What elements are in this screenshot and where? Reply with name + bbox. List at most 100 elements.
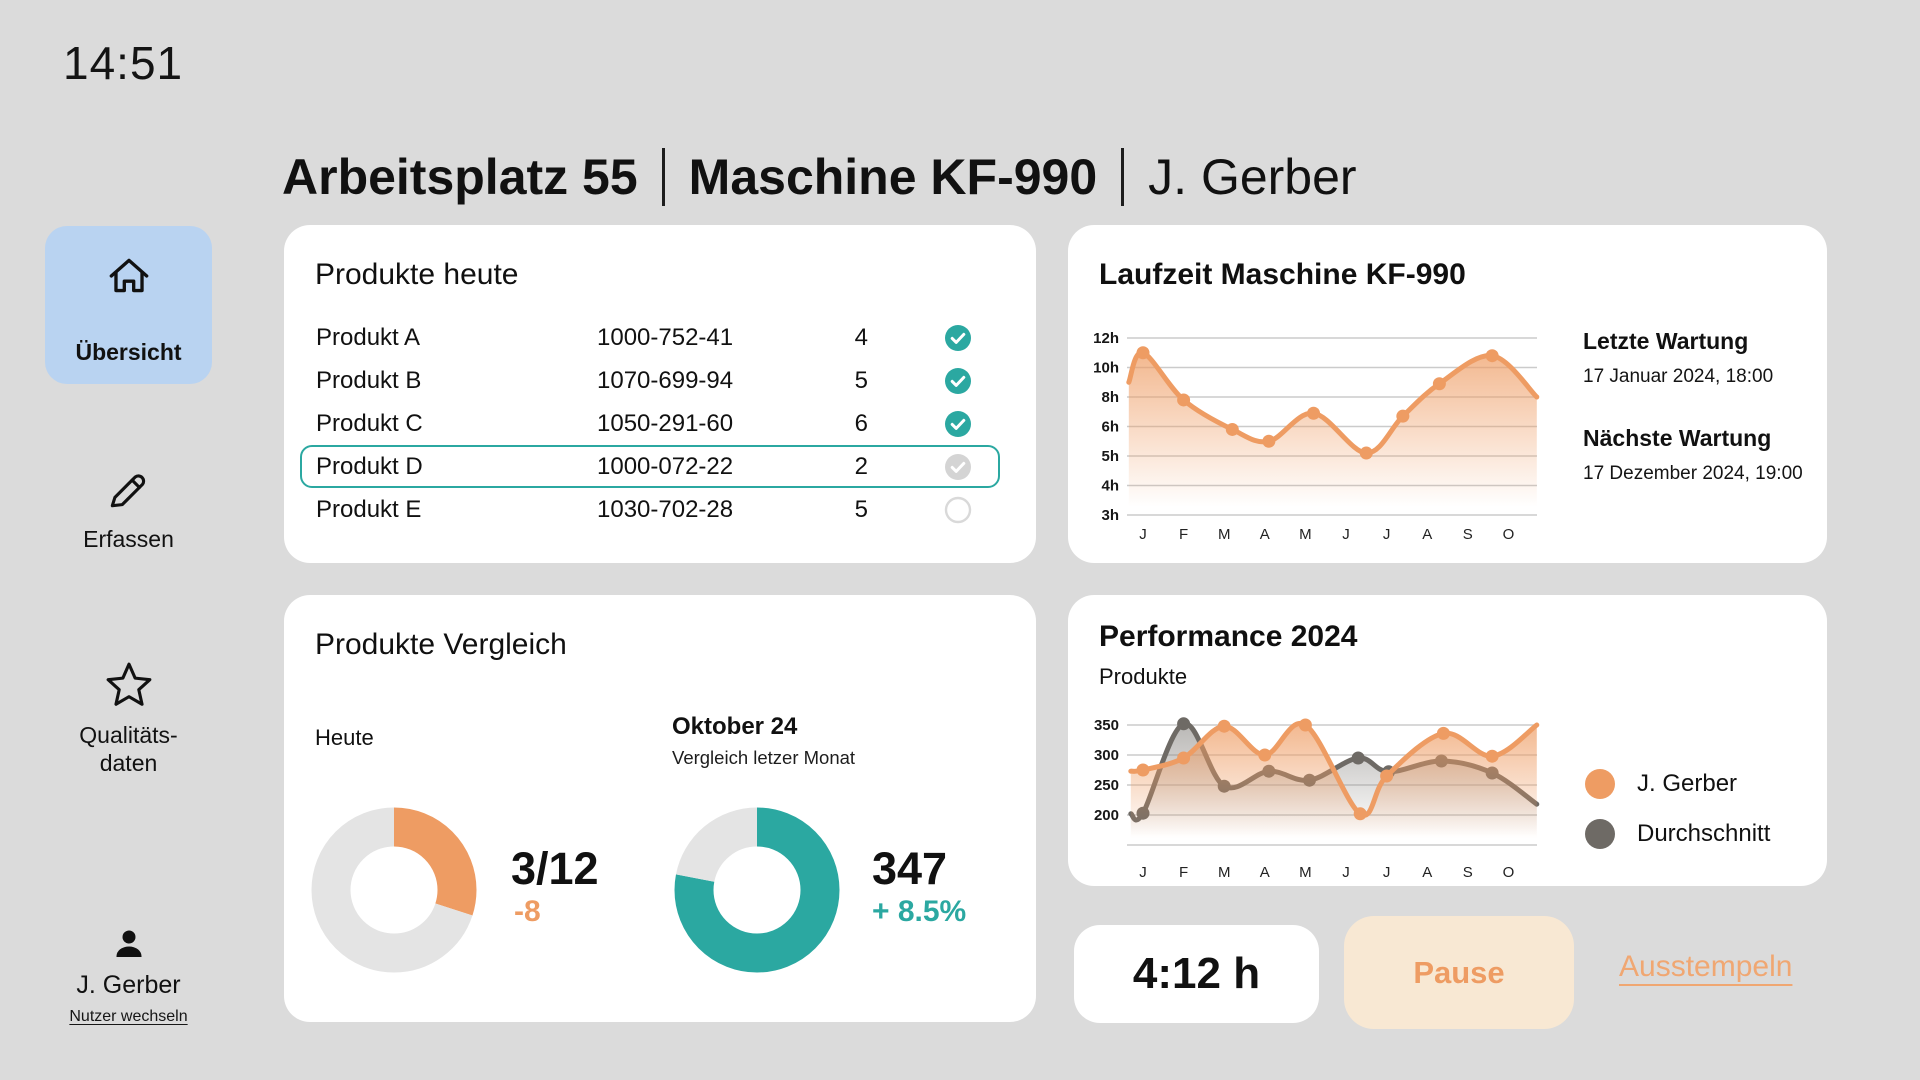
circle <box>944 496 972 523</box>
workstation-title: Arbeitsplatz 55 <box>282 149 638 205</box>
series-area <box>1130 723 1537 845</box>
y-tick-label: 10h <box>1093 360 1119 377</box>
laufzeit-chart: 12h 10h 8h 6h 5h 4h 3h J F M A M J J A S O <box>1093 330 1540 543</box>
product-quantity: 5 <box>854 495 868 523</box>
check-circle-icon <box>945 367 971 394</box>
circle <box>945 367 971 394</box>
table-row-produkt-b[interactable]: Produkt B 1070-699-94 5 <box>300 359 1000 402</box>
series-dot <box>1436 726 1450 740</box>
x-tick-label: A <box>1422 526 1432 543</box>
product-code: 1070-699-94 <box>597 366 734 394</box>
product-code: 1000-072-22 <box>597 452 734 480</box>
card-performance: Performance 2024 Produkte 350 300 250 200 J F… <box>1068 595 1827 886</box>
product-quantity: 2 <box>854 452 868 480</box>
x-tick-label: S <box>1463 864 1473 881</box>
series-dot <box>1396 409 1410 423</box>
y-tick-label: 5h <box>1101 448 1119 465</box>
series-dot <box>1298 718 1312 732</box>
card-laufzeit: Laufzeit Maschine KF-990 12h 10h 8h 6h 5h 4h 3… <box>1068 225 1827 563</box>
x-tick-label: M <box>1299 526 1312 543</box>
series-dot <box>1485 349 1499 363</box>
last-maintenance-label: Letzte Wartung <box>1583 328 1749 354</box>
circle <box>945 453 971 480</box>
y-tick-label: 200 <box>1094 807 1119 824</box>
check-mark <box>950 418 966 430</box>
product-status-check[interactable] <box>944 367 972 395</box>
table-row-produkt-a[interactable]: Produkt A 1000-752-41 4 <box>300 316 1000 359</box>
x-tick-label: J <box>1342 864 1350 881</box>
circle <box>945 324 971 351</box>
x-tick-label: A <box>1260 526 1270 543</box>
series-area <box>1128 352 1537 515</box>
legend-item-gerber: J. Gerber <box>1585 769 1737 799</box>
user-name: J. Gerber <box>76 971 181 999</box>
product-name: Produkt D <box>316 452 423 480</box>
sidebar-item-label: Übersicht <box>75 339 182 365</box>
y-tick-label: 6h <box>1101 419 1119 436</box>
heute-label: Heute <box>315 725 374 750</box>
oktober-sublabel: Vergleich letzer Monat <box>672 747 856 768</box>
heute-value: 3/12 <box>511 843 599 894</box>
card-produkte-heute: Produkte heute Produkt A 1000-752-41 4 Prod… <box>284 225 1036 563</box>
x-tick-label: O <box>1503 526 1515 543</box>
x-tick-label: J <box>1139 864 1147 881</box>
product-status-check[interactable] <box>944 496 972 524</box>
y-tick-label: 8h <box>1101 389 1119 406</box>
series-dot <box>1351 751 1365 765</box>
product-status-check[interactable] <box>944 410 972 438</box>
product-quantity: 4 <box>854 323 868 351</box>
next-maintenance-label: Nächste Wartung <box>1583 425 1772 451</box>
x-tick-label: M <box>1218 526 1231 543</box>
heute-donut-chart <box>311 807 477 973</box>
x-tick-label: F <box>1179 864 1188 881</box>
check-circle-icon <box>945 410 971 437</box>
series-dot <box>1258 748 1272 762</box>
performance-chart: 350 300 250 200 J F M A M J J A S O <box>1094 717 1540 881</box>
oktober-donut-chart <box>674 807 840 973</box>
series-dot <box>1136 346 1150 360</box>
series-dot <box>1359 446 1373 460</box>
table-row-produkt-d[interactable]: Produkt D 1000-072-22 2 <box>300 445 1000 488</box>
worked-time-card: 4:12 h <box>1074 925 1319 1023</box>
product-name: Produkt A <box>316 323 421 351</box>
product-code: 1000-752-41 <box>597 323 734 351</box>
pause-button[interactable]: Pause <box>1344 916 1574 1029</box>
table-row-produkt-c[interactable]: Produkt C 1050-291-60 6 <box>300 402 1000 445</box>
sidebar-item-qualitaetsdaten[interactable]: Qualitäts- daten <box>45 660 212 777</box>
product-name: Produkt B <box>316 366 422 394</box>
sidebar-item-label: Erfassen <box>83 526 174 552</box>
clock-out-link[interactable]: Ausstempeln <box>1619 950 1793 983</box>
series-dot <box>1353 807 1367 821</box>
x-tick-label: O <box>1503 864 1515 881</box>
series-dot <box>1262 434 1276 448</box>
sidebar-item-erfassen[interactable]: Erfassen <box>45 464 212 553</box>
x-tick-label: A <box>1422 864 1432 881</box>
star-icon <box>106 662 151 706</box>
product-status-check[interactable] <box>944 324 972 352</box>
y-tick-label: 250 <box>1094 777 1119 794</box>
label-line2: daten <box>99 750 158 776</box>
product-quantity: 6 <box>854 409 868 437</box>
page-title: Arbeitsplatz 55 Maschine KF-990 J. Gerbe… <box>282 148 1357 206</box>
legend-dot-gray <box>1585 819 1615 849</box>
product-status-check[interactable] <box>944 453 972 481</box>
label-line1: Qualitäts- <box>79 722 178 748</box>
oktober-delta: + 8.5% <box>872 895 967 928</box>
sidebar-item-uebersicht[interactable]: Übersicht <box>45 226 212 384</box>
check-mark <box>950 332 966 344</box>
check-circle-icon <box>945 324 971 351</box>
legend-label: Durchschnitt <box>1637 820 1771 847</box>
sidebar-item-label: Qualitäts- daten <box>45 721 212 777</box>
check-mark <box>950 461 966 473</box>
table-row-produkt-e[interactable]: Produkt E 1030-702-28 5 <box>300 488 1000 531</box>
legend-label: J. Gerber <box>1637 770 1738 797</box>
card-title: Produkte heute <box>315 258 519 291</box>
series-dot <box>1307 406 1321 420</box>
empty-circle-icon <box>944 496 972 523</box>
card-title: Performance 2024 <box>1099 620 1358 653</box>
operator-title: J. Gerber <box>1148 149 1357 205</box>
x-tick-label: J <box>1383 526 1391 543</box>
switch-user-link[interactable]: Nutzer wechseln <box>69 1008 188 1025</box>
donut-slice-offen <box>311 807 477 973</box>
